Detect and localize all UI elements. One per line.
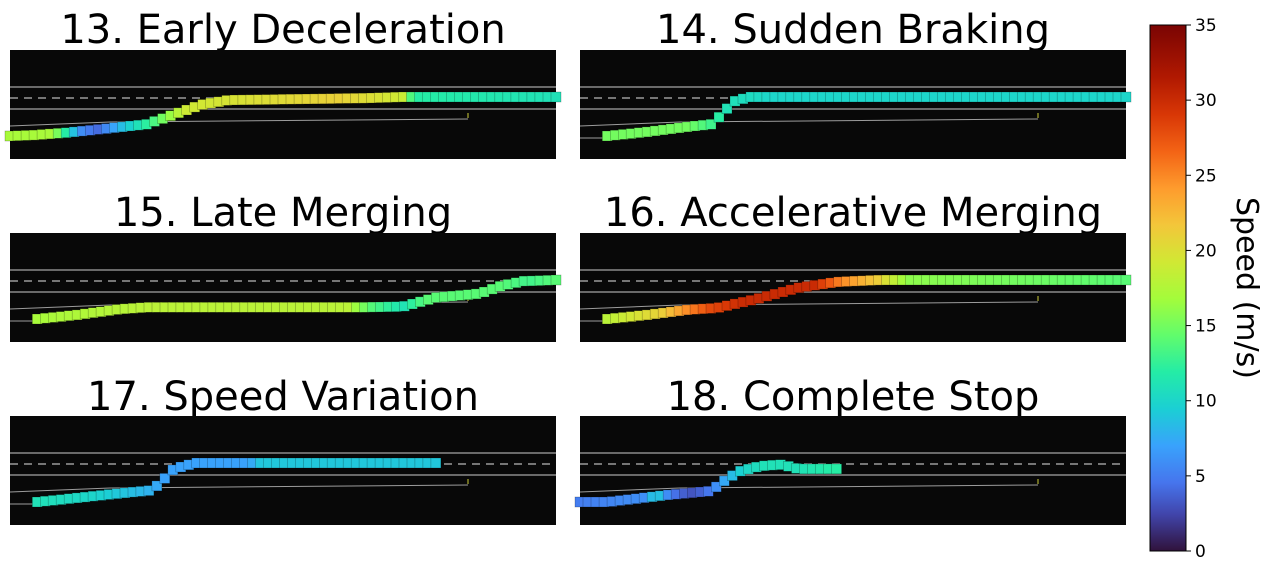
colorbar-tick-label: 10 bbox=[1195, 392, 1217, 412]
ramp-end-marker bbox=[467, 113, 469, 118]
colorbar-tick-label: 20 bbox=[1195, 241, 1217, 261]
subplot-18: 18. Complete Stop bbox=[574, 374, 1126, 525]
colorbar-tick-label: 25 bbox=[1195, 166, 1217, 186]
colorbar-tick-label: 30 bbox=[1195, 91, 1217, 111]
subplot-title: 14. Sudden Braking bbox=[656, 7, 1050, 53]
road-panel bbox=[580, 233, 1126, 342]
ramp-edge-upper bbox=[9, 121, 111, 127]
road-panel bbox=[580, 50, 1126, 159]
subplot-15: 15. Late Merging bbox=[9, 190, 562, 342]
vehicle-marker bbox=[718, 475, 730, 487]
subplot-16: 16. Accelerative Merging bbox=[579, 190, 1132, 342]
colorbar-tick-label: 0 bbox=[1195, 542, 1206, 562]
vehicle-marker bbox=[710, 481, 722, 493]
vehicle-marker bbox=[159, 473, 171, 484]
vehicle-marker bbox=[151, 480, 163, 492]
colorbar-gradient bbox=[1149, 24, 1187, 552]
ramp-end-marker bbox=[1037, 296, 1039, 301]
subplot-title: 16. Accelerative Merging bbox=[604, 190, 1102, 236]
vehicle-marker bbox=[550, 91, 562, 103]
road-panel bbox=[10, 50, 556, 159]
subplot-title: 15. Late Merging bbox=[114, 190, 452, 236]
ramp-end-marker bbox=[1037, 479, 1039, 484]
vehicle-marker bbox=[1120, 91, 1132, 103]
ramp-edge-upper bbox=[9, 487, 111, 493]
vehicle-marker bbox=[1120, 274, 1132, 286]
road-panel bbox=[10, 416, 556, 525]
colorbar-tick-label: 15 bbox=[1195, 317, 1217, 337]
colorbar-tick-label: 35 bbox=[1195, 16, 1217, 36]
ramp-edge-upper bbox=[109, 484, 469, 489]
ramp-edge-upper bbox=[579, 304, 681, 310]
vehicle-marker bbox=[721, 103, 733, 114]
subplot-13: 13. Early Deceleration bbox=[4, 7, 562, 159]
subplot-title: 13. Early Deceleration bbox=[60, 7, 505, 53]
road-panel bbox=[10, 233, 556, 342]
ramp-edge-upper bbox=[579, 487, 681, 493]
ramp-edge-upper bbox=[679, 484, 1039, 489]
subplot-title: 17. Speed Variation bbox=[87, 374, 479, 420]
vehicle-marker bbox=[713, 111, 725, 123]
vehicle-marker bbox=[831, 463, 842, 475]
ramp-edge-upper bbox=[9, 304, 111, 310]
ramp-edge-upper bbox=[679, 118, 1039, 123]
vehicle-marker bbox=[550, 274, 562, 286]
ramp-edge-upper bbox=[579, 121, 681, 127]
subplot-14: 14. Sudden Braking bbox=[579, 7, 1132, 159]
vehicle-marker bbox=[430, 457, 442, 469]
subplot-title: 18. Complete Stop bbox=[667, 374, 1040, 420]
ramp-end-marker bbox=[467, 479, 469, 484]
ramp-edge-upper bbox=[109, 118, 469, 123]
colorbar-label: Speed (m/s) bbox=[1229, 197, 1264, 379]
colorbar: 0 5 10 15 20 25 30 35 Speed (m/s) bbox=[1149, 16, 1264, 562]
subplot-17: 17. Speed Variation bbox=[9, 374, 556, 525]
road-panel bbox=[580, 416, 1126, 525]
ramp-end-marker bbox=[1037, 113, 1039, 118]
vehicle-marker bbox=[705, 119, 717, 130]
colorbar-tick-label: 5 bbox=[1195, 467, 1206, 487]
